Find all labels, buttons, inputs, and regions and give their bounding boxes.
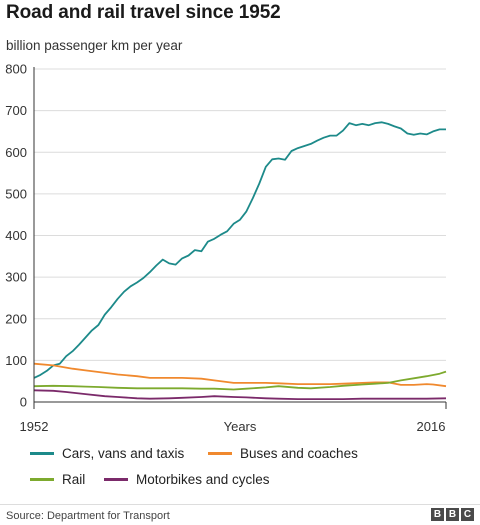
y-tick-label-200: 200 (5, 311, 27, 326)
line-chart: 0 100 200 300 400 500 600 700 800 1952 2016 Years (5, 62, 447, 434)
legend-item-cars: Cars, vans and taxis (30, 446, 184, 461)
y-tick-label-0: 0 (20, 395, 27, 410)
chart-title: Road and rail travel since 1952 (6, 2, 281, 23)
series-line-0 (33, 121, 446, 379)
y-tick-label-500: 500 (5, 186, 27, 201)
legend-item-buses: Buses and coaches (208, 446, 358, 461)
legend-label-buses: Buses and coaches (240, 446, 358, 461)
source-note: Source: Department for Transport (6, 510, 170, 522)
x-tick-label-start: 1952 (20, 419, 49, 434)
legend-swatch-rail (30, 478, 54, 481)
y-tick-label-800: 800 (5, 62, 27, 77)
legend-swatch-buses (208, 452, 232, 455)
legend-label-motorbikes: Motorbikes and cycles (136, 472, 270, 487)
y-tick-label-700: 700 (5, 103, 27, 118)
x-axis-label: Years (224, 419, 257, 434)
y-tick-label-300: 300 (5, 270, 27, 285)
y-tick-label-400: 400 (5, 228, 27, 243)
legend-label-rail: Rail (62, 472, 86, 487)
y-tick-label-600: 600 (5, 145, 27, 160)
footer-divider (0, 504, 480, 505)
legend-swatch-cars (30, 452, 54, 455)
y-axis-label: billion passenger km per year (6, 38, 183, 53)
series-line-2 (33, 370, 447, 391)
y-tick-label-100: 100 (5, 353, 27, 368)
series-line-1 (33, 362, 447, 388)
x-tick-label-end: 2016 (417, 419, 446, 434)
legend-label-cars: Cars, vans and taxis (62, 446, 185, 461)
legend-item-rail: Rail (30, 472, 85, 487)
legend-item-motorbikes: Motorbikes and cycles (104, 472, 270, 487)
legend-swatch-motorbikes (104, 478, 128, 481)
series-line-3 (33, 389, 447, 400)
